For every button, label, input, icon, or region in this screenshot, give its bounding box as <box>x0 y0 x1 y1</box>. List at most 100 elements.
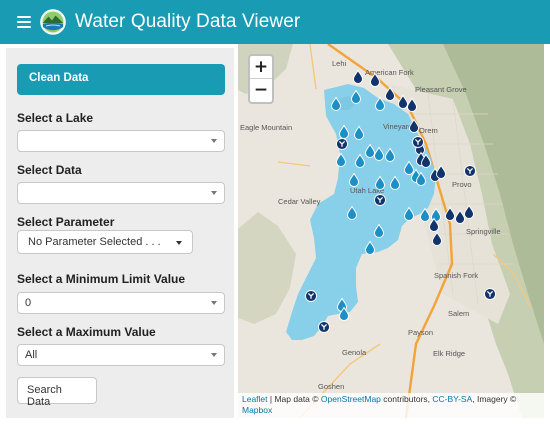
place-label: Utah Lake <box>350 186 384 195</box>
map-view[interactable]: Lehi American Fork Pleasant Grove Vineyard O… <box>238 44 544 418</box>
lake-select-label: Select a Lake <box>17 111 94 125</box>
byu-marker-icon[interactable] <box>318 321 330 333</box>
leaflet-link[interactable]: Leaflet <box>242 394 268 404</box>
station-drop-marker-icon[interactable] <box>455 209 465 224</box>
water-drop-marker-icon[interactable] <box>420 207 430 222</box>
place-label: Salem <box>448 309 469 318</box>
water-drop-marker-icon[interactable] <box>375 96 385 111</box>
station-drop-marker-icon[interactable] <box>370 72 380 87</box>
station-markers[interactable] <box>353 69 474 246</box>
chevron-down-icon <box>211 191 217 195</box>
lake-select[interactable] <box>17 130 225 152</box>
station-drop-marker-icon[interactable] <box>445 206 455 221</box>
min-limit-value: 0 <box>25 297 32 309</box>
min-limit-select[interactable]: 0 <box>17 292 225 314</box>
place-label: Genola <box>342 348 367 357</box>
water-drop-marker-icon[interactable] <box>351 89 361 104</box>
water-drop-marker-icon[interactable] <box>336 152 346 167</box>
lake-sample-markers[interactable] <box>331 89 441 321</box>
water-drop-marker-icon[interactable] <box>390 175 400 190</box>
station-drop-marker-icon[interactable] <box>436 164 446 179</box>
byu-marker-icon[interactable] <box>464 165 476 177</box>
station-drop-marker-icon[interactable] <box>398 94 408 109</box>
search-data-button[interactable]: Search Data <box>17 377 97 408</box>
highway <box>309 44 317 90</box>
cc-by-sa-link[interactable]: CC-BY-SA <box>432 394 473 404</box>
water-drop-marker-icon[interactable] <box>375 175 385 190</box>
parameter-select-label: Select Parameter <box>17 215 115 229</box>
station-drop-marker-icon[interactable] <box>429 217 439 232</box>
water-drop-marker-icon[interactable] <box>331 96 341 111</box>
place-label: Spanish Fork <box>434 271 478 280</box>
water-drop-marker-icon[interactable] <box>354 125 364 140</box>
place-label: Eagle Mountain <box>240 123 292 132</box>
clean-data-button[interactable]: Clean Data <box>17 64 225 95</box>
place-label: Springville <box>466 227 501 236</box>
water-drop-marker-icon[interactable] <box>374 223 384 238</box>
station-drop-marker-icon[interactable] <box>409 118 419 133</box>
highway <box>492 253 531 307</box>
station-drop-marker-icon[interactable] <box>407 97 417 112</box>
utah-lake <box>286 84 436 340</box>
water-drop-marker-icon[interactable] <box>365 240 375 255</box>
place-label: Provo <box>452 180 472 189</box>
data-select[interactable] <box>17 182 225 204</box>
app-title: Water Quality Data Viewer <box>75 11 301 32</box>
west-hills <box>238 212 296 324</box>
highway <box>277 161 311 167</box>
place-label: Elk Ridge <box>433 349 465 358</box>
openstreetmap-link[interactable]: OpenStreetMap <box>320 394 381 404</box>
water-drop-marker-icon[interactable] <box>385 147 395 162</box>
mountain-terrain-high <box>443 44 544 344</box>
zoom-in-button[interactable]: + <box>250 56 272 79</box>
water-drop-marker-icon[interactable] <box>404 160 414 175</box>
station-drop-marker-icon[interactable] <box>353 69 363 84</box>
hamburger-menu-icon[interactable] <box>17 16 31 28</box>
byu-markers[interactable] <box>305 136 496 333</box>
water-drop-marker-icon[interactable] <box>339 306 349 321</box>
place-label: Lehi <box>332 59 347 68</box>
map-attribution: Leaflet | Map data © OpenStreetMap contr… <box>238 393 544 418</box>
mapbox-link[interactable]: Mapbox <box>242 405 273 415</box>
attribution-text-1: | Map data © <box>267 394 321 404</box>
byu-marker-icon[interactable] <box>336 138 348 150</box>
water-drop-marker-icon[interactable] <box>416 171 426 186</box>
place-label: Payson <box>408 328 433 337</box>
station-drop-marker-icon[interactable] <box>464 204 474 219</box>
water-drop-marker-icon[interactable] <box>365 143 375 158</box>
byu-marker-icon[interactable] <box>374 194 386 206</box>
chevron-down-icon <box>211 353 217 357</box>
chevron-down-icon <box>211 139 217 143</box>
app-header: Water Quality Data Viewer <box>0 0 550 44</box>
byu-marker-icon[interactable] <box>484 288 496 300</box>
sidebar-panel: Clean Data Select a Lake Select Data Sel… <box>6 48 234 418</box>
water-drop-marker-icon[interactable] <box>374 146 384 161</box>
max-value-select[interactable]: All <box>17 344 225 366</box>
attribution-text-2: contributors, <box>380 394 433 404</box>
min-limit-label: Select a Minimum Limit Value <box>17 272 186 286</box>
place-label: Cedar Valley <box>278 197 321 206</box>
byu-marker-icon[interactable] <box>412 136 424 148</box>
caret-down-icon <box>176 241 182 245</box>
zoom-out-button[interactable]: − <box>253 80 269 100</box>
place-label: Orem <box>419 126 438 135</box>
parameter-dropdown-button[interactable]: No Parameter Selected . . . <box>17 230 193 254</box>
station-drop-marker-icon[interactable] <box>432 231 442 246</box>
parameter-dropdown-text: No Parameter Selected . . . <box>28 236 161 248</box>
water-drop-marker-icon[interactable] <box>347 205 357 220</box>
zoom-control: + − <box>248 54 274 104</box>
attribution-text-3: , Imagery © <box>472 394 517 404</box>
chevron-down-icon <box>211 301 217 305</box>
app-logo <box>40 9 66 35</box>
max-value-label: Select a Maximum Value <box>17 325 156 339</box>
station-drop-marker-icon[interactable] <box>385 86 395 101</box>
water-drop-marker-icon[interactable] <box>355 153 365 168</box>
byu-marker-icon[interactable] <box>305 290 317 302</box>
place-label: Goshen <box>318 382 344 391</box>
water-drop-marker-icon[interactable] <box>404 206 414 221</box>
water-drop-marker-icon[interactable] <box>349 172 359 187</box>
station-drop-marker-icon[interactable] <box>421 153 431 168</box>
data-select-label: Select Data <box>17 163 82 177</box>
